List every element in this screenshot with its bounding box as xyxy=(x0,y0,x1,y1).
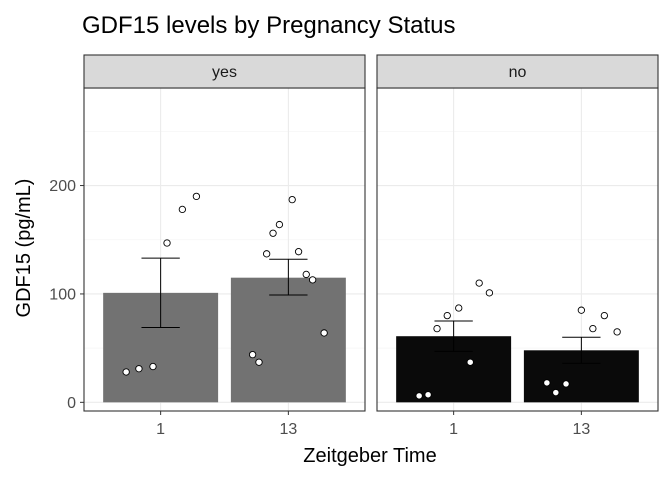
x-tick-label: 1 xyxy=(449,421,458,438)
data-point xyxy=(275,220,284,229)
facet-label-no: no xyxy=(509,64,527,81)
data-point xyxy=(302,270,310,279)
plot-area: yes 1 13 no 1 13 0 100 200 xyxy=(49,54,659,438)
data-point xyxy=(415,392,423,400)
data-point xyxy=(543,379,551,387)
data-point xyxy=(589,324,597,333)
data-point xyxy=(122,368,130,376)
data-point xyxy=(455,304,463,312)
chart-title: GDF15 levels by Pregnancy Status xyxy=(82,12,456,39)
y-tick-label: 100 xyxy=(49,286,76,303)
data-point xyxy=(552,388,560,397)
x-tick-label: 13 xyxy=(572,421,590,438)
x-axis-title: Zeitgeber Time xyxy=(303,445,436,467)
y-tick-label: 0 xyxy=(67,395,76,412)
data-point xyxy=(192,192,201,201)
data-point xyxy=(320,329,328,337)
data-point xyxy=(562,380,570,388)
data-point xyxy=(485,289,494,297)
facet-label-yes: yes xyxy=(212,64,237,81)
data-point xyxy=(613,328,621,336)
y-tick-label: 200 xyxy=(49,178,76,195)
x-tick-label: 1 xyxy=(156,421,165,438)
facet-strip-yes xyxy=(83,54,366,89)
data-point xyxy=(135,365,143,373)
data-point xyxy=(600,311,609,320)
data-point xyxy=(424,391,432,399)
data-point xyxy=(475,279,483,287)
y-axis-title: GDF15 (pg/mL) xyxy=(13,179,35,318)
data-point xyxy=(577,306,586,314)
data-point xyxy=(288,195,296,204)
data-point xyxy=(149,362,157,371)
data-point xyxy=(443,311,451,320)
data-point xyxy=(248,350,257,359)
data-point xyxy=(294,248,303,256)
data-point xyxy=(262,250,271,258)
facet-strip-no xyxy=(376,54,659,89)
data-point xyxy=(163,239,171,247)
data-point xyxy=(308,276,317,284)
data-point xyxy=(178,205,187,214)
x-tick-label: 13 xyxy=(279,421,297,438)
data-point xyxy=(269,229,277,237)
data-point xyxy=(255,358,263,366)
bar-yes-13 xyxy=(230,277,346,403)
data-point xyxy=(433,324,441,333)
data-point xyxy=(466,358,474,366)
